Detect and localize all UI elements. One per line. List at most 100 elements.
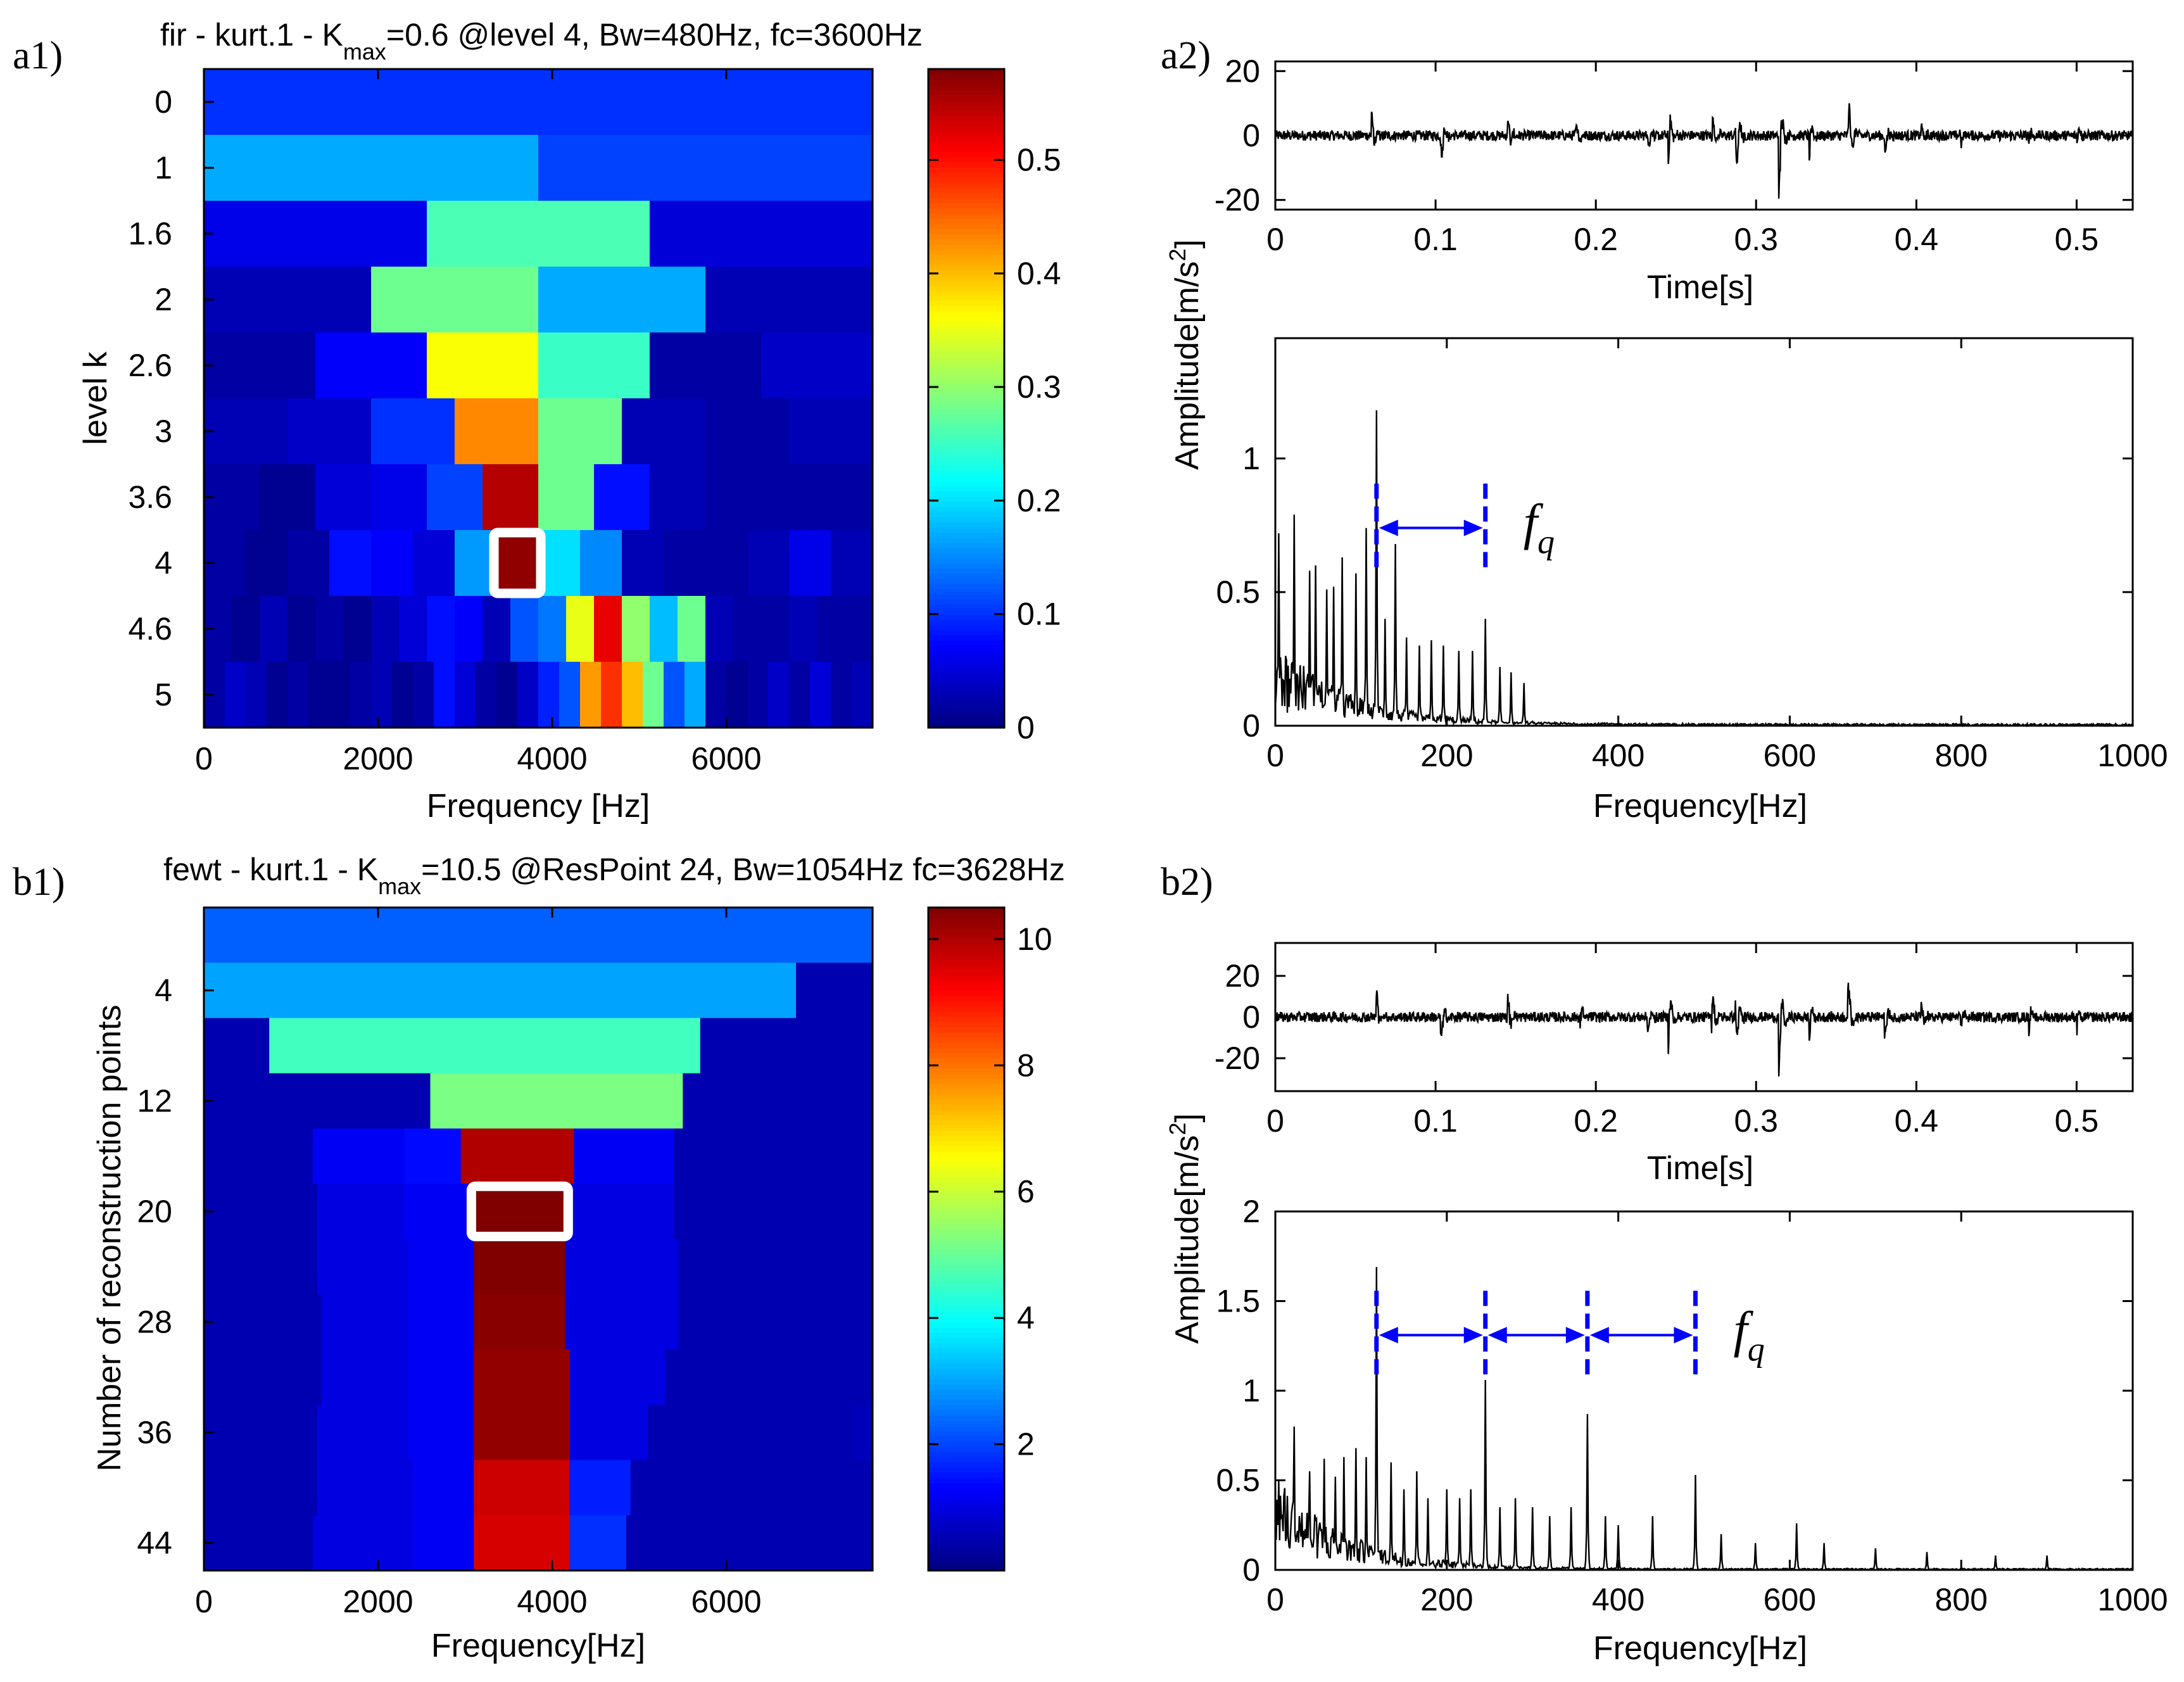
x-tick-label: 0 <box>1266 738 1284 773</box>
colorbar-segment <box>928 1073 1004 1079</box>
heatmap-cell <box>371 662 393 728</box>
heatmap-a1 <box>204 69 873 728</box>
x-tick-label: 6000 <box>691 1584 761 1619</box>
colorbar-segment <box>928 712 1004 718</box>
colorbar-segment <box>928 1337 1004 1343</box>
colorbar-segment <box>928 959 1004 965</box>
colorbar-segment <box>928 1047 1004 1053</box>
colorbar-segment <box>928 1431 1004 1437</box>
colorbar-segment <box>928 1011 1004 1017</box>
colorbar-segment <box>928 1084 1004 1090</box>
x-axis-label-spectrum-b2: Frequency[Hz] <box>1593 1630 1807 1667</box>
colorbar-segment <box>928 624 1004 631</box>
colorbar-segment <box>928 1078 1004 1084</box>
colorbar-tick-label: 0.3 <box>1017 369 1061 405</box>
heatmap-cell <box>321 1294 409 1350</box>
colorbar-segment <box>928 1042 1004 1048</box>
heatmap-cell <box>287 662 309 728</box>
heatmap-cell <box>408 1350 475 1406</box>
x-tick-label: 2000 <box>343 741 413 776</box>
colorbar-segment <box>928 527 1004 533</box>
colorbar-segment <box>928 1312 1004 1317</box>
colorbar-segment <box>928 1198 1004 1204</box>
colorbar-segment <box>928 1446 1004 1452</box>
heatmap-cell <box>789 398 873 465</box>
y-tick-label: 28 <box>137 1304 172 1339</box>
colorbar-segment <box>928 604 1004 610</box>
heatmap-cell <box>408 1239 475 1295</box>
heatmap-cell <box>626 1515 873 1571</box>
colorbar-segment <box>928 1260 1004 1266</box>
heatmap-cell <box>204 135 539 201</box>
heatmap-cell <box>569 1515 627 1571</box>
x-axis-label-spectrum-a2: Frequency[Hz] <box>1593 788 1807 825</box>
colorbar-segment <box>928 455 1004 461</box>
colorbar-segment <box>928 1379 1004 1385</box>
colorbar-segment <box>928 1410 1004 1416</box>
arrow-head-left <box>1487 1327 1507 1344</box>
heatmap-cell <box>665 1350 873 1406</box>
axis-ticks-a1: 0 2000 4000 6000 0 1 1.6 2 2.6 3 3.6 4 4.6 5 <box>128 69 762 776</box>
colorbar-segment <box>928 275 1004 281</box>
colorbar-segment <box>928 681 1004 687</box>
colorbar-segment <box>928 341 1004 348</box>
x-tick-label: 4000 <box>517 741 587 776</box>
x-tick-label: 0.2 <box>1574 222 1618 257</box>
x-axis-label-time-b2: Time[s] <box>1647 1150 1754 1187</box>
colorbar-segment <box>928 583 1004 590</box>
heatmap-cell <box>204 69 873 136</box>
heatmap-cell <box>476 662 497 728</box>
x-tick-label: 6000 <box>691 741 761 776</box>
heatmap-cell <box>329 530 372 597</box>
heatmap-cell <box>413 1515 475 1571</box>
heatmap-cell <box>225 662 246 728</box>
colorbar-segment <box>928 1565 1004 1571</box>
colorbar-segment <box>928 300 1004 307</box>
heatmap-cell <box>371 464 427 531</box>
y-axis-label-b1: Number of reconstruction points <box>91 1004 128 1471</box>
colorbar-segment <box>928 522 1004 528</box>
heatmap-cell <box>287 398 372 465</box>
heatmap-cell <box>566 596 595 662</box>
colorbar-segment <box>928 629 1004 636</box>
heatmap-cell <box>300 1073 431 1129</box>
heatmap-cell <box>852 662 873 728</box>
colorbar-segment <box>928 1560 1004 1566</box>
colorbar-segment <box>928 198 1004 204</box>
heatmap-cell <box>204 1460 318 1516</box>
x-axis-label-a1: Frequency [Hz] <box>427 788 650 825</box>
x-axis-label-time-a2: Time[s] <box>1647 269 1754 306</box>
x-tick-label: 0.2 <box>1574 1103 1618 1139</box>
spectrum-trace <box>1274 1267 2133 1572</box>
colorbar-segment <box>928 146 1004 152</box>
colorbar-tick-label: 4 <box>1017 1300 1035 1336</box>
heatmap-cell <box>204 332 316 399</box>
colorbar-segment <box>928 1172 1004 1178</box>
x-tick-label: 0 <box>1266 1582 1284 1617</box>
colorbar-segment <box>928 239 1004 245</box>
heatmap-cell <box>260 464 316 531</box>
colorbar-segment <box>928 1130 1004 1136</box>
selected-band-marker <box>489 528 546 598</box>
heatmap-cell <box>427 201 650 267</box>
heatmap-cell <box>427 596 455 662</box>
colorbar-segment <box>928 1244 1004 1250</box>
colorbar-segment <box>928 996 1004 1002</box>
colorbar-segment <box>928 676 1004 682</box>
colorbar-segment <box>928 1441 1004 1447</box>
heatmap-cell <box>817 596 845 662</box>
colorbar-segment <box>928 110 1004 116</box>
colorbar-segment <box>928 1363 1004 1369</box>
colorbar-segment <box>928 141 1004 147</box>
heatmap-b1 <box>204 907 873 1571</box>
colorbar-segment <box>928 655 1004 662</box>
y-tick-label: 1 <box>1242 1373 1260 1408</box>
colorbar-segment <box>928 1519 1004 1525</box>
colorbar-segment <box>928 593 1004 600</box>
colorbar-segment <box>928 511 1004 517</box>
colorbar-segment <box>928 1094 1004 1100</box>
colorbar-segment <box>928 208 1004 214</box>
heatmap-cell <box>705 464 762 531</box>
heatmap-cell <box>817 464 873 531</box>
